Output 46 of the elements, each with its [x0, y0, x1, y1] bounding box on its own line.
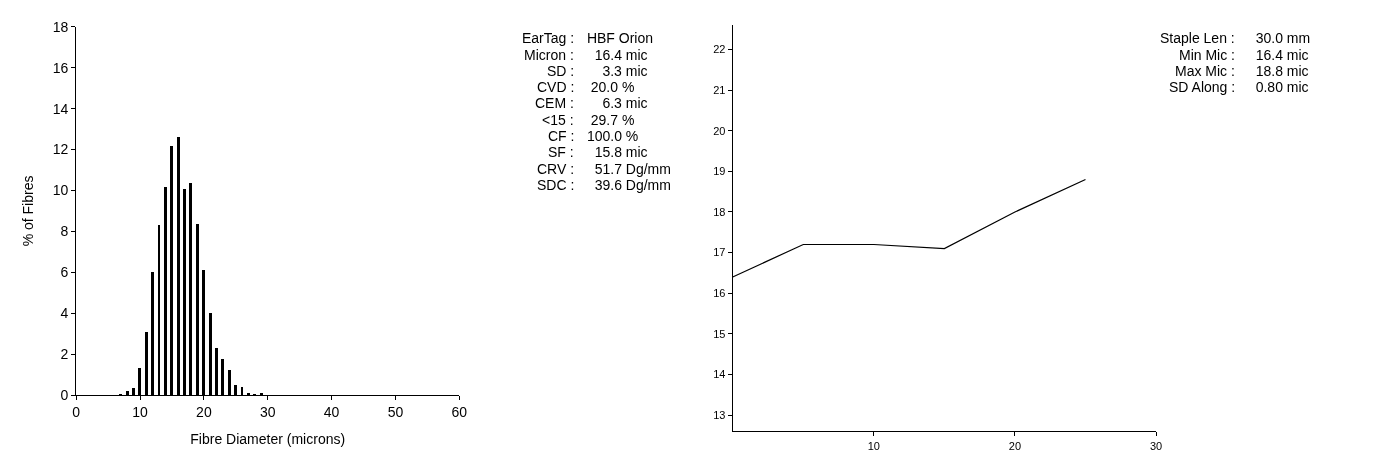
- y-tick-label: 14: [713, 368, 726, 381]
- text: CRV : 51.7 Dg/mm: [537, 161, 671, 177]
- text: CF : 100.0 %: [548, 128, 639, 144]
- y-tick-label: 13: [713, 409, 726, 421]
- text: Staple Len : 30.0 mm: [1160, 30, 1311, 46]
- y-tick-label: 18: [713, 205, 726, 218]
- text: CEM : 6.3 mic: [535, 95, 648, 111]
- y-tick-label: 4: [60, 305, 69, 322]
- x-tick-label: 20: [1008, 439, 1022, 452]
- x-tick-label: 30: [259, 403, 276, 420]
- y-tick-label: 19: [713, 165, 726, 178]
- x-tick-label: 20: [196, 403, 212, 420]
- y-axis-title: % of Fibres: [20, 175, 37, 247]
- y-tick-label: 16: [52, 59, 69, 76]
- y-tick-label: 22: [713, 43, 726, 56]
- y-tick-label: 20: [713, 124, 726, 137]
- y-tick-label: 12: [52, 141, 69, 158]
- x-tick-label: 30: [1149, 439, 1163, 452]
- y-tick-label: 18: [52, 18, 69, 35]
- y-tick-label: 15: [713, 327, 726, 340]
- text: Micron : 16.4 mic: [524, 47, 648, 63]
- text: Max Mic : 18.8 mic: [1175, 63, 1309, 79]
- x-axis-title: Fibre Diameter (microns): [190, 431, 346, 448]
- text: <15 : 29.7 %: [542, 112, 635, 128]
- text: SF : 15.8 mic: [548, 144, 648, 160]
- text: EarTag : HBF Orion: [522, 30, 654, 46]
- y-tick-label: 0: [60, 386, 69, 403]
- text: SD : 3.3 mic: [547, 63, 648, 79]
- x-tick-label: 50: [387, 403, 404, 420]
- y-tick-label: 14: [52, 100, 69, 117]
- x-tick-label: 40: [323, 403, 340, 420]
- text: SD Along : 0.80 mic: [1169, 79, 1309, 95]
- text: Min Mic : 16.4 mic: [1179, 47, 1309, 63]
- x-tick-label: 0: [72, 403, 81, 420]
- y-tick-label: 2: [60, 346, 69, 363]
- y-tick-label: 17: [713, 246, 726, 259]
- x-tick-label: 10: [867, 439, 880, 452]
- x-tick-label: 60: [451, 403, 468, 420]
- y-tick-label: 10: [52, 182, 69, 199]
- y-tick-label: 8: [60, 223, 69, 240]
- y-tick-label: 6: [60, 264, 69, 281]
- y-tick-label: 21: [713, 83, 726, 96]
- text: CVD : 20.0 %: [537, 79, 635, 95]
- text: SDC : 39.6 Dg/mm: [537, 177, 671, 193]
- x-tick-label: 10: [132, 403, 149, 420]
- y-tick-label: 16: [713, 287, 726, 300]
